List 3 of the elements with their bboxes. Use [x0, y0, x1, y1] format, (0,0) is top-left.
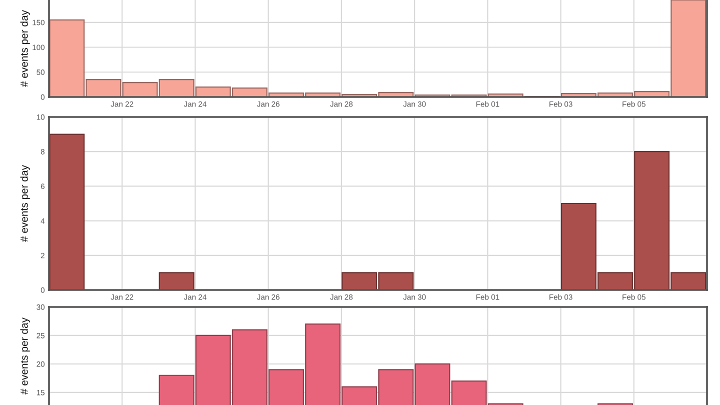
y-axis-title: # events per day	[20, 318, 30, 394]
y-axis-title: # events per day	[20, 10, 30, 87]
y-axis-title: # events per day	[20, 165, 30, 242]
